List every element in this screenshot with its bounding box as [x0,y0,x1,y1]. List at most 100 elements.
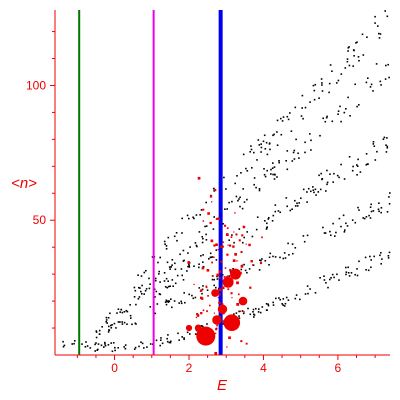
data-point [294,297,297,300]
data-point [173,235,176,238]
data-point [178,339,180,341]
data-point [245,167,247,170]
data-point [140,341,142,343]
data-point [171,259,174,261]
data-point [108,329,111,331]
data-point [232,259,236,262]
data-point [384,10,386,12]
axes: 0 2 4 6 50 100 [26,10,390,375]
data-point [186,331,189,334]
data-point [188,264,190,267]
data-point [259,311,262,314]
data-point [166,300,168,303]
data-point [209,256,212,259]
data-point [255,186,257,189]
data-point [236,175,238,177]
data-point [355,42,357,44]
data-point [253,316,255,318]
data-point [221,274,224,276]
data-point [350,272,353,274]
data-point [340,225,342,228]
data-point [323,275,325,277]
data-point [268,143,271,145]
data-point [164,286,167,288]
data-point [205,239,208,241]
data-point [180,302,183,305]
data-point [354,221,357,224]
data-point [385,151,388,153]
data-point [337,110,340,112]
data-point [345,222,347,225]
data-point [201,292,203,295]
data-point [317,191,320,193]
data-point [229,244,232,247]
data-point [333,172,335,175]
data-point [259,261,263,265]
data-point [205,285,208,287]
data-point [267,304,270,307]
data-point [143,293,145,295]
data-point [212,228,215,230]
data-point [369,255,371,258]
data-point [144,290,147,292]
data-point [369,217,372,219]
data-point [198,287,201,289]
data-point [155,339,158,342]
data-point [377,208,380,211]
data-point [202,325,204,328]
data-point [181,274,183,277]
data-point [221,286,225,290]
data-point [149,283,151,285]
data-point [178,302,180,304]
data-point [351,219,354,221]
data-point [263,168,265,170]
data-point [240,340,243,343]
data-point [98,333,101,335]
data-point [365,153,368,155]
data-point [133,348,136,350]
data-point [169,285,171,287]
data-point [169,268,171,270]
data-point [174,282,177,285]
data-point [372,143,375,145]
data-point [95,336,98,339]
data-point [250,145,252,147]
data-point [184,301,186,304]
data-point [278,297,280,299]
data-point [227,275,229,277]
data-point [244,269,247,272]
data-point [312,84,315,87]
data-point [345,271,348,273]
data-point [242,225,246,229]
data-point [327,286,329,289]
data-point [275,297,277,300]
data-point [318,97,320,99]
data-point [221,303,224,305]
data-point [343,111,346,114]
data-point [139,287,141,289]
data-point [105,321,107,323]
data-point [340,163,342,166]
data-point [237,199,239,202]
data-point [73,342,75,345]
data-point [153,288,156,291]
data-point [342,214,345,217]
data-point [304,141,306,144]
data-point [293,158,296,160]
data-point [138,345,140,348]
data-point [200,255,202,257]
data-point [62,340,64,343]
data-point [239,205,241,208]
data-point [94,350,96,352]
data-point [295,138,297,141]
data-point [331,70,333,72]
data-point [243,201,246,203]
data-point [187,261,191,264]
data-point [145,288,148,290]
data-point [357,206,359,209]
data-point [278,160,280,162]
data-point [379,254,381,257]
data-point [274,174,276,176]
data-point [181,336,183,338]
data-point [337,113,339,115]
